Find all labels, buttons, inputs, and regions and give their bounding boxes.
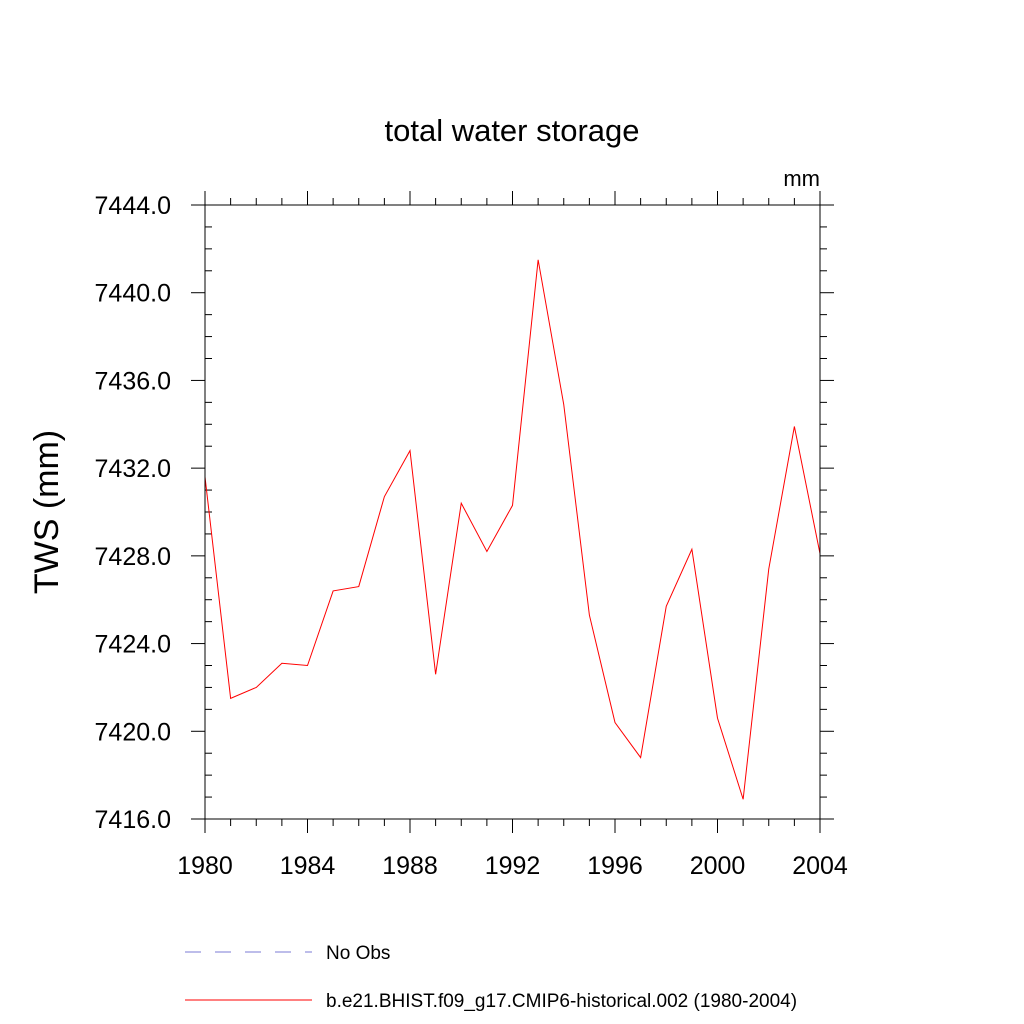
series-layer xyxy=(204,259,821,800)
legend: No Obs b.e21.BHIST.f09_g17.CMIP6-historic… xyxy=(185,943,797,1012)
x-tick-label: 1992 xyxy=(485,852,541,880)
y-tick-label: 7420.0 xyxy=(95,718,171,746)
axis-ticks: 7416.0 7420.0 7424.0 7428.0 7432.0 7436.0 7440… xyxy=(95,191,848,880)
y-tick-label: 7432.0 xyxy=(95,455,171,483)
y-tick-label: 7424.0 xyxy=(95,631,171,659)
legend-label: b.e21.BHIST.f09_g17.CMIP6-historical.002… xyxy=(326,991,797,1012)
chart-title: total water storage xyxy=(384,113,639,148)
plot-frame xyxy=(204,204,821,820)
units-label: mm xyxy=(783,166,820,191)
y-tick-label: 7428.0 xyxy=(95,543,171,571)
x-tick-label: 2000 xyxy=(690,852,746,880)
y-tick-label: 7436.0 xyxy=(95,367,171,395)
y-tick-label: 7440.0 xyxy=(95,280,171,308)
x-tick-label: 1984 xyxy=(280,852,336,880)
x-tick-label: 1980 xyxy=(177,852,233,880)
x-tick-label: 1988 xyxy=(382,852,438,880)
y-tick-label: 7416.0 xyxy=(95,806,171,834)
x-tick-label: 1996 xyxy=(587,852,643,880)
series-line xyxy=(204,259,821,800)
y-axis-label: TWS (mm) xyxy=(28,430,66,594)
y-tick-label: 7444.0 xyxy=(95,192,171,220)
x-tick-label: 2004 xyxy=(792,852,848,880)
legend-label: No Obs xyxy=(326,943,390,964)
